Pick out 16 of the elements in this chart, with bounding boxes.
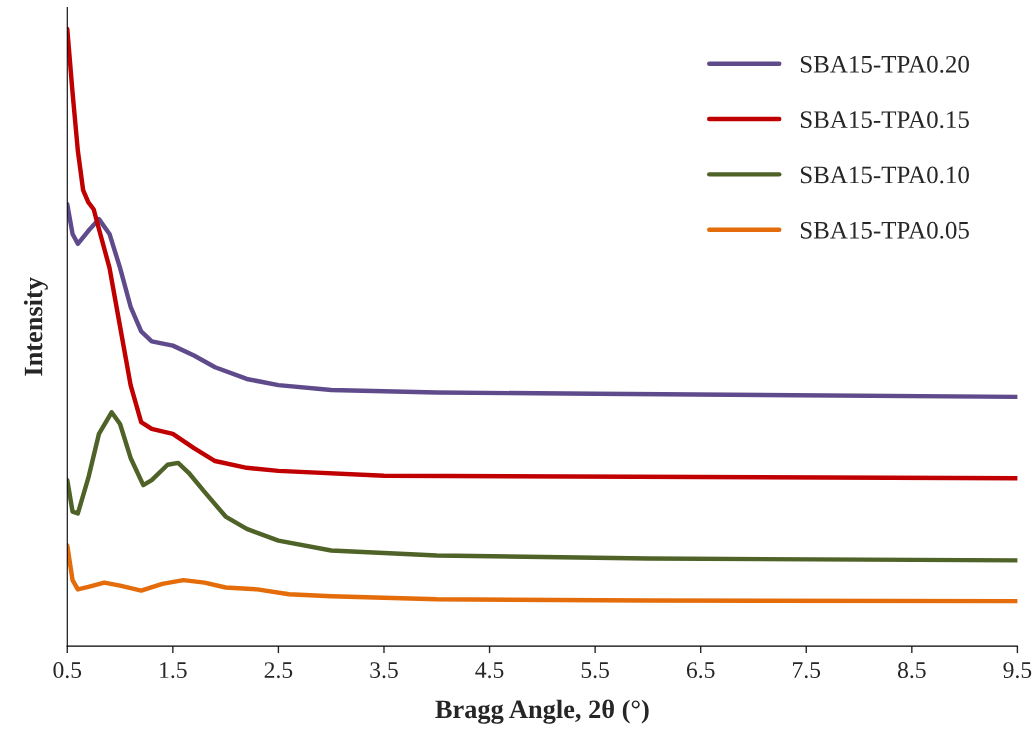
x-tick-label: 5.5	[581, 662, 609, 679]
legend-label: SBA15-TPA0.10	[800, 166, 969, 184]
x-tick-label: 4.5	[475, 662, 504, 679]
x-tick-label: 9.5	[1003, 662, 1032, 679]
x-tick-label: 1.5	[160, 662, 187, 679]
legend-label: SBA15-TPA0.05	[800, 221, 969, 239]
x-tick-label: 3.5	[370, 662, 398, 679]
legend-label: SBA15-TPA0.20	[800, 55, 969, 73]
x-tick-label: 7.5	[793, 662, 821, 679]
x-tick-label: 8.5	[897, 662, 926, 679]
y-axis-title: Intensity	[23, 277, 48, 376]
x-tick-label: 6.5	[686, 662, 715, 679]
x-tick-label: 2.5	[264, 662, 293, 679]
x-axis-title: Bragg Angle, 2θ (°)	[435, 699, 649, 724]
x-tick-label: 0.5	[53, 662, 82, 679]
legend-label: SBA15-TPA0.15	[800, 111, 969, 129]
